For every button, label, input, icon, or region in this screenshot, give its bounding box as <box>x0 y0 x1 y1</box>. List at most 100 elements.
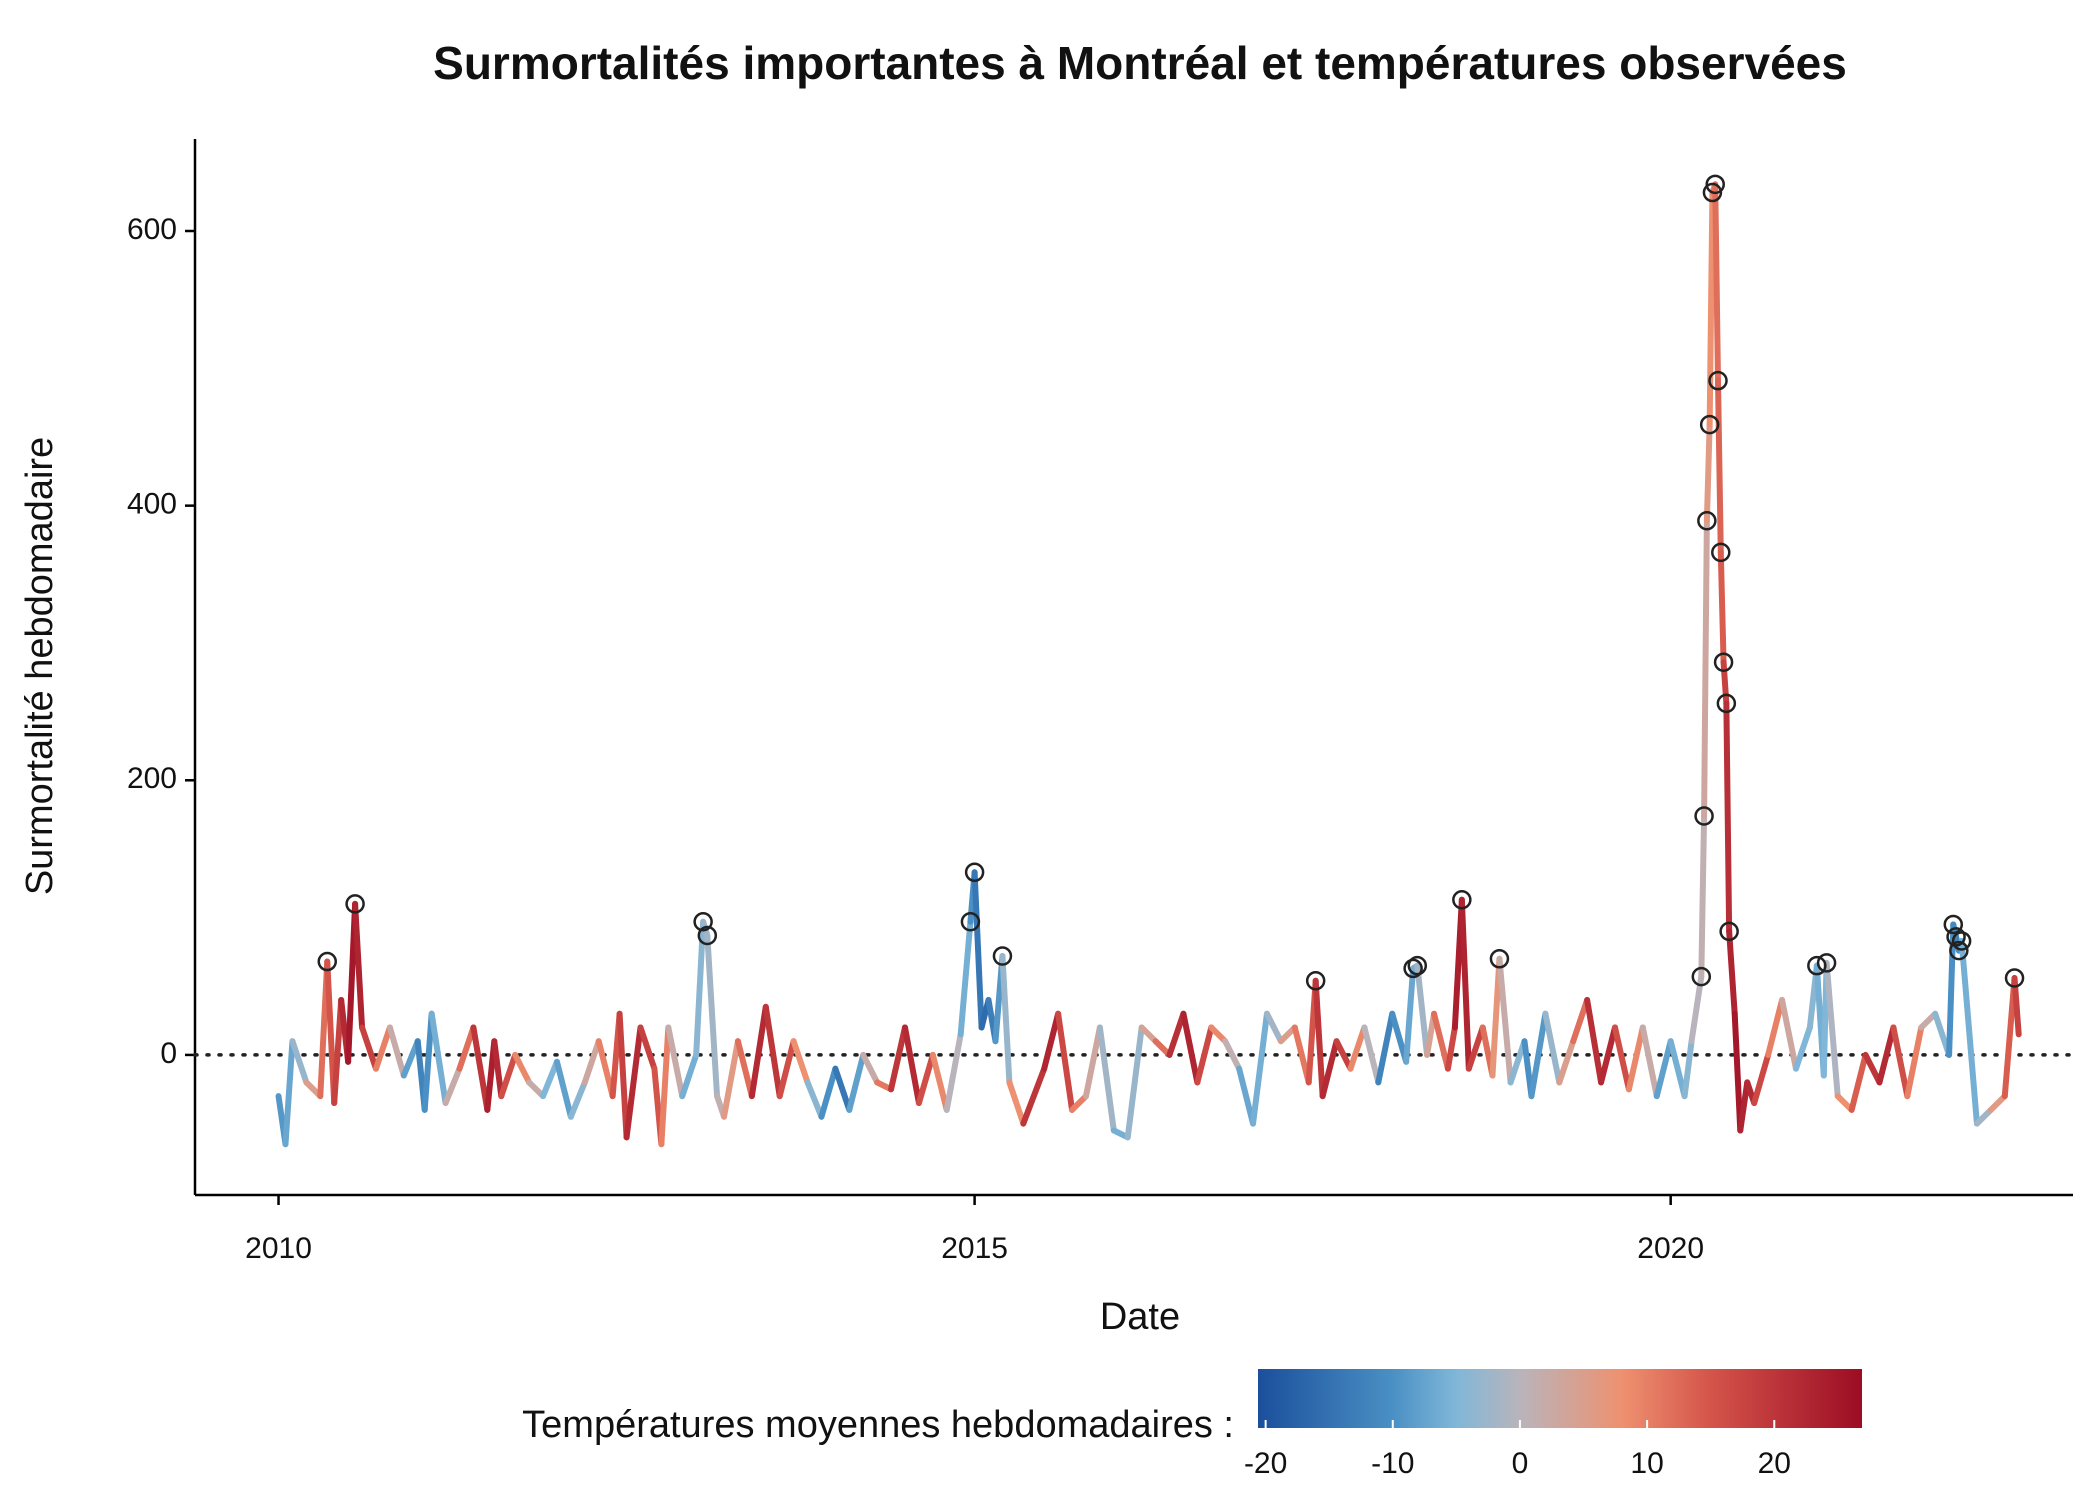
line-segment <box>929 1051 950 1113</box>
colorbar-tick-label: 10 <box>1630 1447 1663 1480</box>
line-segment <box>1096 1024 1117 1134</box>
highlight-point <box>1403 958 1423 979</box>
line-segment <box>289 1038 310 1086</box>
line-segment <box>721 1038 741 1120</box>
line-segment <box>1496 955 1514 1086</box>
highlight-point <box>960 911 981 932</box>
highlight-point <box>1705 174 1725 195</box>
line-segment <box>1751 1051 1772 1106</box>
y-axis-label: Surmortalité hebdomadaire <box>19 437 61 895</box>
highlight-point <box>1807 955 1827 976</box>
colorbar-tick-label: 0 <box>1512 1447 1529 1480</box>
line-segment <box>491 1038 505 1100</box>
line-segment <box>1698 812 1708 980</box>
line-segment <box>1333 1038 1354 1072</box>
line-segment <box>1312 977 1326 1100</box>
line-segment <box>623 1024 644 1141</box>
highlight-point <box>1946 927 1966 947</box>
line-segment <box>421 1010 435 1113</box>
line-segment <box>1570 997 1591 1045</box>
highlight-point <box>964 862 985 883</box>
line-segment <box>1180 1010 1201 1086</box>
line-segment <box>498 1051 519 1100</box>
line-segment <box>1890 1024 1911 1100</box>
line-segment <box>1625 1024 1646 1093</box>
x-tick-label: 2020 <box>1637 1232 1704 1265</box>
line-segment <box>1584 997 1605 1086</box>
highlight-point <box>1713 652 1734 672</box>
highlight-point <box>1711 542 1731 563</box>
line-segment <box>581 1038 602 1086</box>
line-segment <box>616 1010 630 1141</box>
line-segment <box>658 1024 672 1148</box>
line-segment <box>846 1051 867 1113</box>
line-segment <box>282 1038 296 1148</box>
line-segment <box>1598 1024 1618 1086</box>
line-segment <box>1726 928 1738 1017</box>
line-segment <box>1703 421 1713 524</box>
highlight-point <box>697 925 718 946</box>
line-segment <box>1823 959 1841 1100</box>
x-tick-label: 2015 <box>941 1232 1008 1265</box>
line-segment <box>1862 1051 1883 1086</box>
line-segment <box>359 1024 379 1072</box>
line-segment <box>804 1079 825 1120</box>
line-segment <box>1375 1010 1396 1086</box>
y-tick-label: 400 <box>127 488 177 521</box>
x-axis-label: Date <box>1100 1296 1180 1338</box>
line-segment <box>1737 1079 1751 1134</box>
line-segment <box>456 1024 477 1072</box>
line-segment <box>1138 1024 1159 1045</box>
line-segment <box>1250 1010 1270 1127</box>
highlight-point <box>2004 968 2025 988</box>
highlight-point <box>1694 806 1714 826</box>
line-segment <box>1222 1038 1243 1072</box>
colorbar-tick-label: -20 <box>1244 1447 1287 1480</box>
highlight-point <box>1691 966 1712 987</box>
line-segment <box>1712 181 1722 384</box>
line-segment <box>1361 1024 1382 1086</box>
line-segment <box>1208 1024 1229 1045</box>
y-tick-label: 200 <box>127 762 177 795</box>
line-segment <box>331 997 345 1106</box>
line-segment <box>595 1038 616 1100</box>
line-segment <box>1715 377 1724 556</box>
highlight-point <box>1949 940 1969 961</box>
line-segment <box>818 1065 839 1120</box>
chart-title: Surmortalités importantes à Montréal et … <box>433 37 1847 89</box>
line-segment <box>679 1051 700 1100</box>
highlight-point <box>1716 693 1737 714</box>
colorbar-tick-label: -10 <box>1371 1447 1414 1480</box>
line-segment <box>1765 997 1786 1058</box>
line-segment <box>943 1031 964 1113</box>
line-segment <box>1904 1024 1925 1100</box>
line-segment <box>1653 1038 1674 1100</box>
highlight-point <box>1943 914 1964 935</box>
line-segment <box>971 869 985 1031</box>
line-segment <box>526 1079 547 1100</box>
line-segment <box>1166 1010 1187 1058</box>
line-segment <box>1688 973 1705 1045</box>
highlight-point <box>1816 953 1837 973</box>
line-segment <box>1124 1024 1145 1141</box>
line-segment <box>748 1003 769 1100</box>
line-segment <box>1319 1038 1340 1100</box>
line-segment <box>1055 1010 1076 1113</box>
line-segment <box>734 1038 755 1100</box>
line-segment <box>512 1051 533 1086</box>
line-segment <box>1236 1065 1257 1127</box>
line-segment <box>1639 1024 1660 1100</box>
line-segment <box>386 1024 407 1079</box>
line-segment <box>1731 1010 1744 1134</box>
line-segment <box>693 918 707 1058</box>
line-segment <box>999 953 1013 1086</box>
highlight-point <box>1702 182 1723 203</box>
line-segment <box>2001 975 2018 1100</box>
colorbar-label: Températures moyennes hebdomadaires : <box>522 1404 1234 1446</box>
highlight-point <box>1305 971 1326 991</box>
line-segment <box>1414 962 1431 1058</box>
highlight-point <box>1452 890 1472 910</box>
line-segment <box>1720 659 1730 707</box>
line-segment <box>915 1051 936 1106</box>
